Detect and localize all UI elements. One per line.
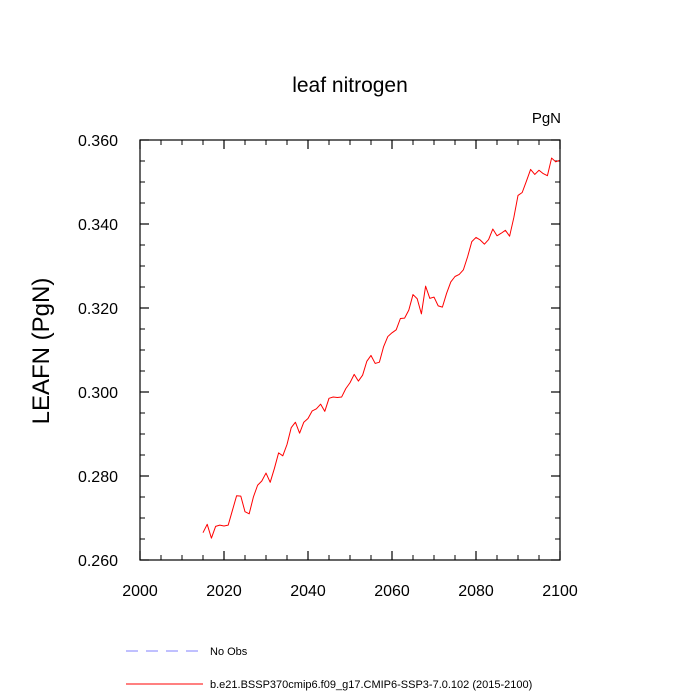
series-line-1 [202, 157, 561, 539]
y-tick-label: 0.340 [78, 217, 118, 234]
y-tick-label: 0.320 [78, 301, 118, 318]
legend: No Obs b.e21.BSSP370cmip6.f09_g17.CMIP6-S… [126, 646, 532, 691]
legend-label-0: No Obs [210, 646, 248, 658]
chart-title: leaf nitrogen [292, 74, 408, 97]
y-tick-label: 0.280 [78, 469, 118, 486]
x-tick-label: 2060 [374, 583, 410, 600]
axis-tick-labels: 2000 2020 2040 2060 2080 2100 0.260 0.280 0.300 0… [78, 133, 578, 600]
series-layer [202, 157, 561, 539]
y-axis-label: LEAFN (PgN) [28, 278, 55, 425]
plot-frame [139, 139, 561, 561]
y-tick-label: 0.300 [78, 385, 118, 402]
x-tick-label: 2080 [458, 583, 494, 600]
y-tick-label: 0.360 [78, 133, 118, 150]
legend-label-1: b.e21.BSSP370cmip6.f09_g17.CMIP6-SSP3-7.… [210, 679, 532, 691]
y-tick-label: 0.260 [78, 553, 118, 570]
units-label: PgN [532, 110, 561, 127]
x-tick-label: 2020 [206, 583, 242, 600]
x-tick-label: 2040 [290, 583, 326, 600]
x-tick-label: 2000 [122, 583, 158, 600]
x-tick-label: 2100 [542, 583, 578, 600]
